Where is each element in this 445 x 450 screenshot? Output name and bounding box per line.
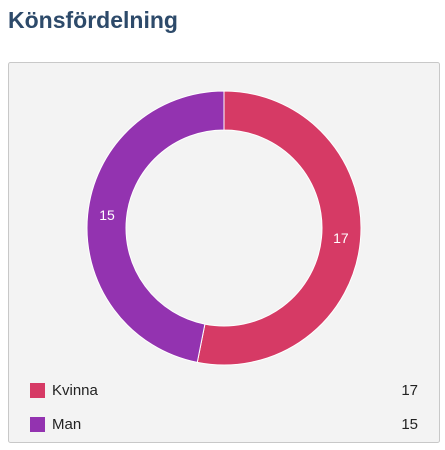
legend-label: Man [52, 416, 81, 433]
donut-segment [196, 90, 362, 366]
legend-swatch [30, 383, 45, 398]
legend-value: 15 [401, 416, 418, 433]
legend-swatch [30, 417, 45, 432]
chart-title: Könsfördelning [8, 7, 178, 33]
legend-label: Kvinna [52, 382, 99, 399]
data-label: 15 [99, 207, 115, 223]
data-label: 17 [333, 230, 349, 246]
legend-value: 17 [401, 382, 418, 399]
donut-segment [86, 90, 225, 363]
